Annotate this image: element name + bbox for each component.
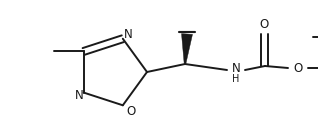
Text: N: N [75, 89, 84, 102]
Text: N: N [123, 28, 132, 41]
Text: H: H [232, 74, 240, 84]
Text: O: O [126, 105, 135, 118]
Text: O: O [259, 19, 269, 32]
Text: O: O [294, 61, 303, 74]
Polygon shape [182, 34, 192, 64]
Text: N: N [232, 62, 240, 75]
